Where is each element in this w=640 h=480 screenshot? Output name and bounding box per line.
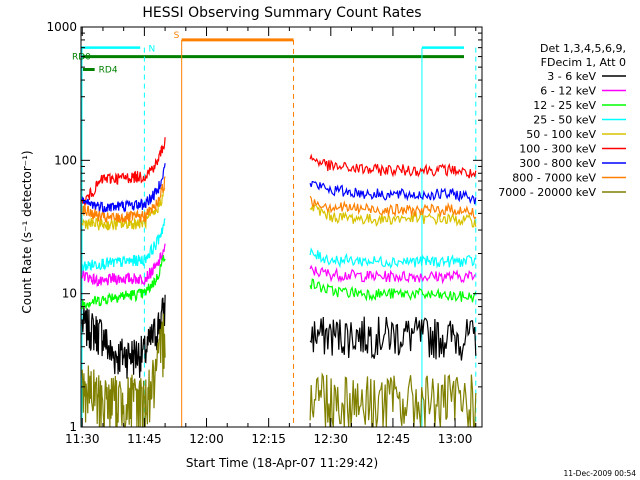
series-line-7-segment-1 [309, 195, 477, 220]
y-tick-label: 1000 [46, 20, 77, 34]
series-line-3-segment-1 [309, 247, 477, 270]
plot-area [81, 27, 482, 427]
rd0-label: RD0 [72, 53, 91, 63]
series-line-7-segment-0 [81, 176, 166, 224]
x-tick-label: 12:15 [251, 432, 286, 446]
plot-frame [80, 26, 483, 428]
plot-background [81, 27, 482, 427]
chart-title: HESSI Observing Summary Count Rates [142, 5, 421, 21]
legend-label: 300 - 800 keV [519, 157, 596, 170]
saa-label: S [174, 31, 180, 41]
night-label: N [149, 45, 156, 55]
x-axis-label: Start Time (18-Apr-07 11:29:42) [186, 456, 378, 470]
series-line-2-segment-0 [81, 255, 166, 310]
legend-label: 800 - 7000 keV [512, 172, 596, 185]
x-tick-label: 13:00 [438, 432, 473, 446]
series-line-4-segment-1 [309, 204, 477, 228]
series-line-6-segment-0 [81, 163, 166, 215]
legend: Det 1,3,4,5,6,9, FDecim 1, Att 0 3 - 6 k… [498, 42, 626, 199]
x-tick-label: 11:30 [65, 432, 100, 446]
x-tick-label: 12:00 [189, 432, 224, 446]
legend-label: 6 - 12 keV [540, 85, 596, 98]
x-tick-label: 12:45 [376, 432, 411, 446]
legend-label: 100 - 300 keV [519, 143, 596, 156]
series-line-6-segment-1 [309, 180, 477, 205]
axes: RD0 RD4 N S 1 10 100 1000 11:30 11:45 12:00 12:15 12… [46, 20, 483, 446]
series-line-2-segment-1 [309, 278, 477, 303]
data-series-layer [81, 137, 477, 428]
series-line-3-segment-0 [81, 218, 166, 271]
legend-header-line-2: FDecim 1, Att 0 [541, 56, 626, 69]
rd4-label: RD4 [99, 66, 118, 76]
series-line-1-segment-1 [309, 264, 476, 285]
legend-label: 7000 - 20000 keV [498, 186, 596, 199]
footer-date: 11-Dec-2009 00:54 [563, 469, 636, 478]
y-tick-label: 1 [69, 420, 77, 434]
y-tick-label: 100 [54, 153, 77, 167]
y-axis-label: Count Rate (s⁻¹ detector⁻¹) [20, 150, 34, 313]
legend-header-line-1: Det 1,3,4,5,6,9, [540, 42, 626, 55]
legend-label: 25 - 50 keV [533, 114, 596, 127]
series-line-0-segment-1 [309, 316, 477, 361]
y-tick-label: 10 [62, 287, 77, 301]
legend-label: 50 - 100 keV [526, 128, 596, 141]
x-tick-label: 11:45 [127, 432, 162, 446]
legend-label: 12 - 25 keV [533, 99, 596, 112]
series-line-8-segment-1 [309, 372, 477, 428]
series-line-8-segment-0 [81, 313, 166, 428]
series-line-1-segment-0 [81, 243, 166, 288]
series-line-5-segment-0 [81, 137, 166, 206]
series-line-5-segment-1 [309, 153, 477, 179]
series-line-0-segment-0 [81, 294, 166, 379]
legend-label: 3 - 6 keV [547, 70, 596, 83]
x-tick-label: 12:30 [313, 432, 348, 446]
